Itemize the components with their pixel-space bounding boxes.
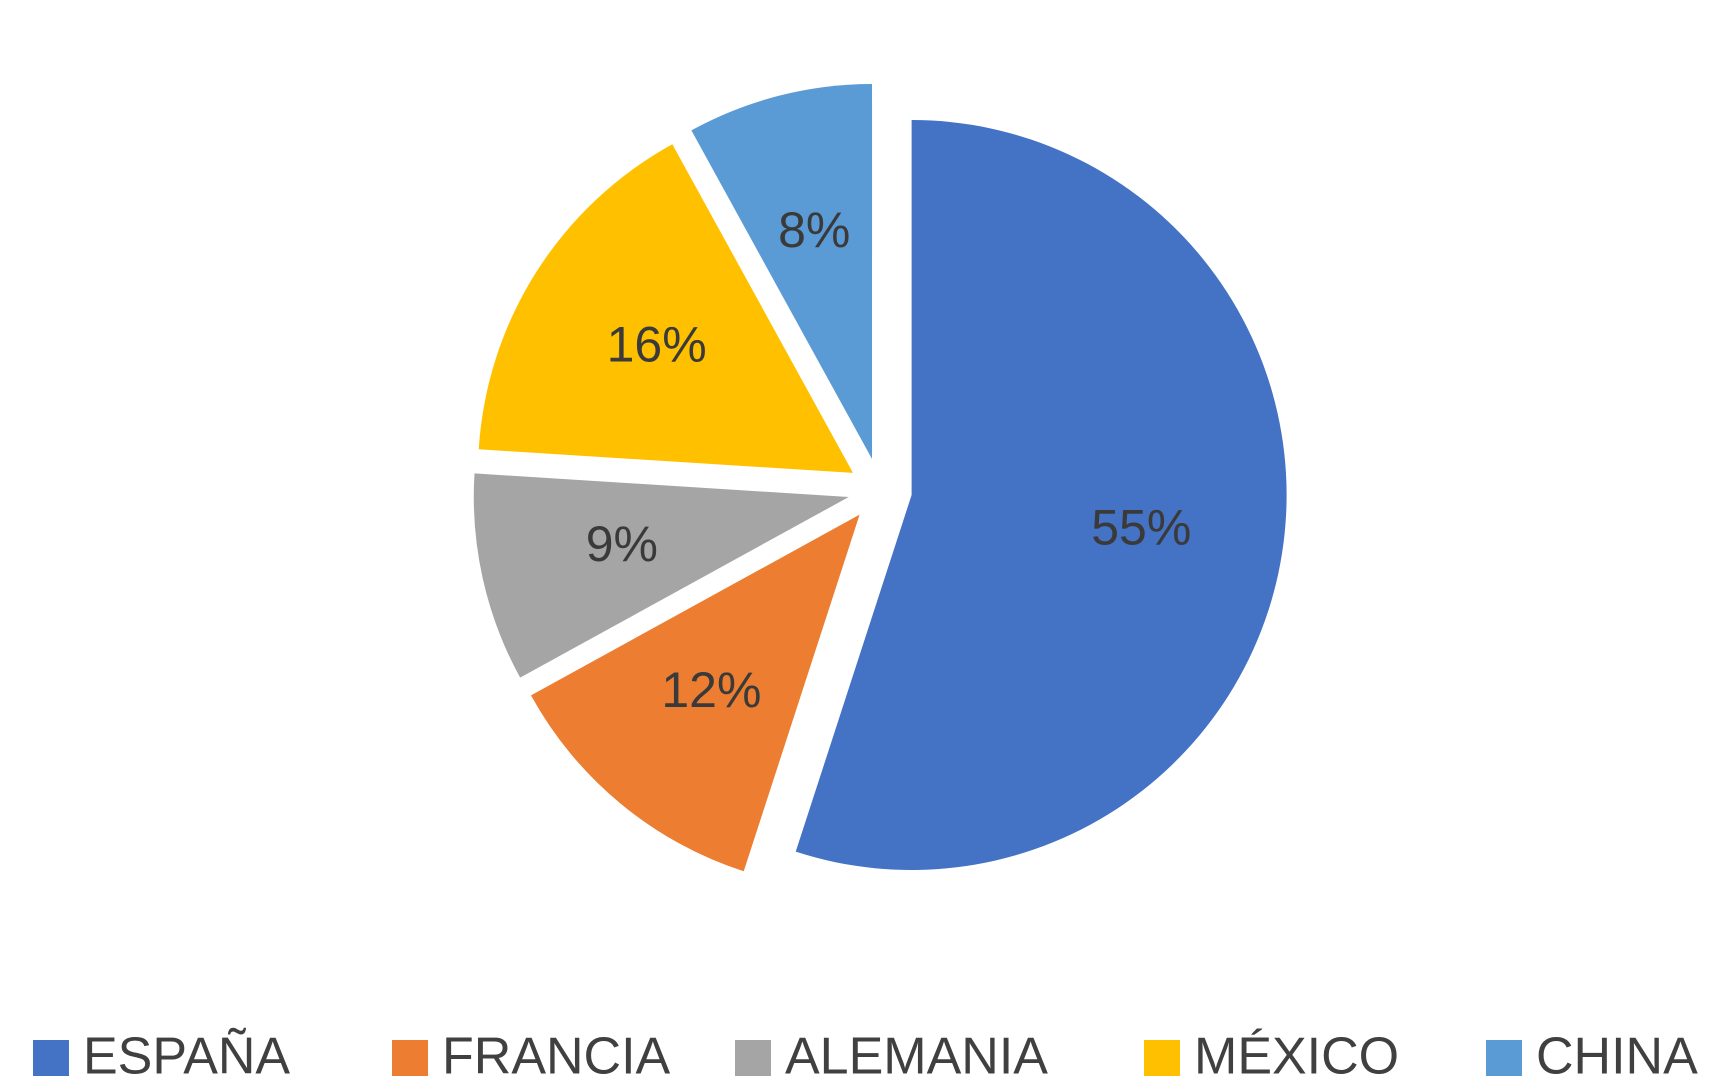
pie-slice: [530, 514, 860, 872]
pie-slice: [473, 473, 849, 678]
data-label: 16%: [607, 316, 707, 372]
legend-swatch: [392, 1040, 428, 1076]
legend-label: ALEMANIA: [785, 1028, 1048, 1086]
data-label: 9%: [586, 516, 658, 572]
data-label: 55%: [1091, 500, 1191, 556]
data-label: 12%: [661, 662, 761, 718]
pie-slice: [478, 144, 853, 473]
legend-swatch: [1144, 1040, 1180, 1076]
legend-swatch: [33, 1040, 69, 1076]
legend-label: FRANCIA: [442, 1028, 671, 1086]
legend-label: ESPAÑA: [83, 1028, 290, 1086]
legend-label: CHINA: [1536, 1028, 1698, 1086]
data-label: 8%: [778, 202, 850, 258]
pie-slice: [691, 84, 873, 460]
legend-swatch: [735, 1040, 771, 1076]
pie-slice: [795, 120, 1287, 871]
legend-swatch: [1486, 1040, 1522, 1076]
legend-label: MÉXICO: [1194, 1028, 1399, 1086]
